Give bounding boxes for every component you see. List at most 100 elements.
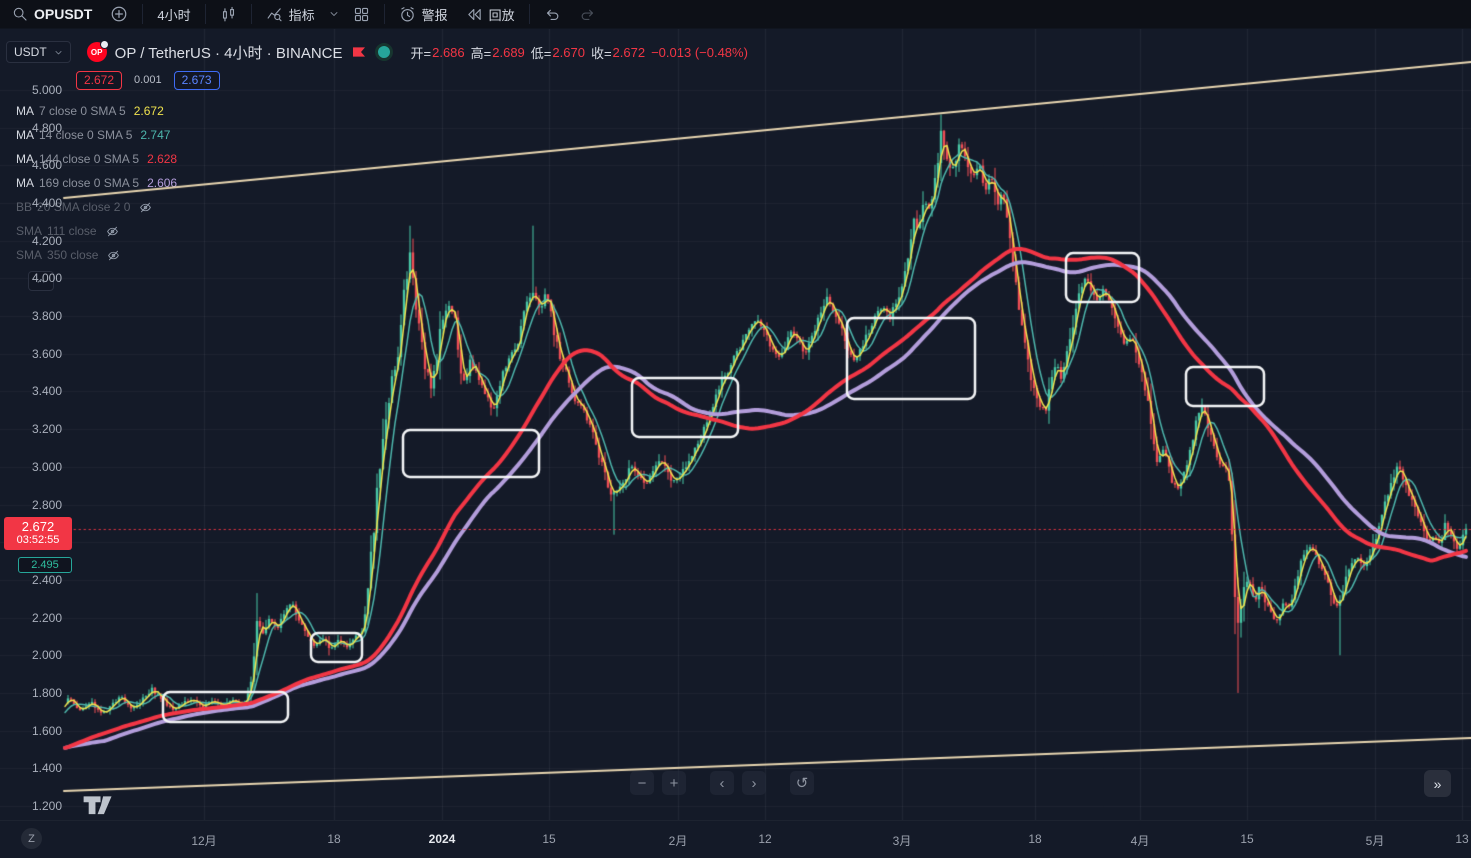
toolbar-divider bbox=[142, 4, 144, 24]
indicator-row-bb[interactable]: BB 20 SMA close 2 0 bbox=[16, 195, 748, 219]
toolbar-divider bbox=[528, 4, 530, 24]
zoom-in-button[interactable]: + bbox=[662, 771, 686, 795]
chart-pane[interactable]: USDT OP OP / TetherUS · 4小时 · BINANCE 开=… bbox=[0, 29, 1471, 820]
time-tick-label: 5月 bbox=[1365, 834, 1385, 848]
time-tick-label: 13 bbox=[1455, 832, 1469, 846]
symbol-search-label: OPUSDT bbox=[34, 6, 93, 22]
bid-ask-row: 2.672 0.001 2.673 bbox=[76, 70, 748, 90]
eye-hidden-icon[interactable] bbox=[106, 249, 121, 262]
undo-icon bbox=[546, 9, 558, 20]
grid-layout-icon bbox=[354, 7, 368, 21]
time-tick-label: 18 bbox=[327, 832, 341, 846]
indicator-row-ma169[interactable]: MA 169 close 0 SMA 5 2.606 bbox=[16, 176, 178, 190]
chevron-up-icon bbox=[37, 279, 45, 283]
high-label: 高= bbox=[470, 45, 492, 61]
indicator-row-ma144[interactable]: MA 144 close 0 SMA 5 2.628 bbox=[16, 152, 178, 166]
alarm-clock-icon bbox=[400, 6, 414, 21]
open-value: 2.686 bbox=[432, 44, 465, 60]
time-tick-label: 4月 bbox=[1130, 834, 1150, 848]
ma169-value: 2.606 bbox=[147, 176, 178, 190]
indicator-legend: MA 7 close 0 SMA 5 2.672 MA 14 close 0 S… bbox=[16, 99, 748, 291]
zoom-out-button[interactable]: − bbox=[630, 771, 654, 795]
chevron-down-icon bbox=[55, 50, 62, 54]
indicators-dropdown-button[interactable] bbox=[325, 2, 343, 27]
high-value: 2.689 bbox=[492, 44, 525, 60]
ohlc-readout: 开= 2.686 高= 2.689 低= 2.670 收= 2.672 −0.013 (… bbox=[411, 43, 748, 62]
eye-hidden-icon[interactable] bbox=[138, 201, 153, 214]
market-status-dot[interactable] bbox=[374, 43, 393, 61]
redo-icon bbox=[581, 9, 593, 20]
indicator-row-ma14[interactable]: MA 14 close 0 SMA 5 2.747 bbox=[16, 128, 171, 142]
plus-circle-icon bbox=[111, 6, 127, 22]
search-icon bbox=[13, 7, 27, 21]
current-price-label[interactable]: 2.672 03:52:55 bbox=[4, 517, 72, 550]
candlestick-icon bbox=[222, 6, 234, 21]
alert-price-label[interactable]: 2.495 bbox=[18, 557, 72, 573]
symbol-row: USDT OP OP / TetherUS · 4小时 · BINANCE 开=… bbox=[6, 40, 748, 63]
indicator-row-sma111[interactable]: SMA 111 close bbox=[16, 219, 748, 243]
bar-countdown: 03:52:55 bbox=[16, 534, 60, 546]
interval-label: 4小时 bbox=[157, 7, 191, 23]
time-tick-label: 12 bbox=[758, 832, 772, 846]
legend-collapse-button[interactable] bbox=[28, 271, 54, 291]
indicator-row-ma7[interactable]: MA 7 close 0 SMA 5 2.672 bbox=[16, 104, 164, 118]
time-tick-label: 15 bbox=[1240, 832, 1254, 846]
chart-legend: USDT OP OP / TetherUS · 4小时 · BINANCE 开=… bbox=[6, 40, 748, 291]
expand-panel-button[interactable]: » bbox=[1424, 770, 1451, 797]
ask-price-box[interactable]: 2.673 bbox=[173, 70, 220, 90]
tradingview-logo-icon bbox=[83, 796, 112, 815]
time-axis[interactable]: 12月 18 2024 15 2月 12 3月 18 4月 15 5月 13 Z bbox=[0, 820, 1471, 858]
time-tick-label: 2月 bbox=[668, 834, 688, 848]
time-tick-label: 2024 bbox=[428, 832, 456, 846]
replay-rewind-icon bbox=[467, 8, 481, 20]
reset-chart-button[interactable]: ↺ bbox=[790, 771, 814, 795]
quote-currency-label: USDT bbox=[14, 45, 47, 59]
time-tick-label: 15 bbox=[542, 832, 556, 846]
close-label: 收= bbox=[590, 45, 612, 61]
low-label: 低= bbox=[530, 45, 552, 61]
symbol-logo: OP bbox=[86, 40, 109, 62]
top-toolbar: OPUSDT 4小时 指标 bbox=[0, 0, 1471, 29]
alert-button[interactable]: 警报 bbox=[391, 2, 456, 27]
change-value: −0.013 (−0.48%) bbox=[651, 44, 748, 60]
quote-currency-selector[interactable]: USDT bbox=[6, 41, 71, 63]
ma144-value: 2.628 bbox=[147, 152, 178, 166]
spread-value: 0.001 bbox=[134, 74, 162, 86]
chart-type-button[interactable] bbox=[212, 2, 245, 27]
chart-nav-controls: − + ‹ › ↺ bbox=[630, 771, 814, 795]
alert-label: 警报 bbox=[421, 7, 448, 23]
close-value: 2.672 bbox=[612, 44, 646, 60]
toolbar-divider bbox=[250, 4, 252, 24]
toolbar-divider bbox=[383, 4, 385, 24]
symbol-search-button[interactable]: OPUSDT bbox=[4, 2, 100, 27]
indicator-row-sma350[interactable]: SMA 350 close bbox=[16, 243, 748, 267]
ma7-value: 2.672 bbox=[133, 104, 164, 118]
indicators-label: 指标 bbox=[288, 7, 315, 23]
eye-hidden-icon[interactable] bbox=[105, 225, 120, 238]
open-label: 开= bbox=[410, 45, 432, 61]
symbol-title[interactable]: OP / TetherUS · 4小时 · BINANCE bbox=[114, 44, 343, 62]
timezone-badge[interactable]: Z bbox=[21, 828, 42, 849]
time-tick-label: 12月 bbox=[191, 834, 217, 848]
compare-add-button[interactable] bbox=[102, 2, 136, 27]
redo-button[interactable] bbox=[571, 2, 604, 27]
low-value: 2.670 bbox=[552, 44, 585, 60]
flag-icon[interactable] bbox=[351, 45, 367, 59]
indicators-button[interactable]: 指标 bbox=[258, 2, 323, 27]
undo-button[interactable] bbox=[536, 2, 569, 27]
replay-button[interactable]: 回放 bbox=[458, 2, 523, 27]
indicators-icon bbox=[267, 7, 282, 21]
time-tick-label: 3月 bbox=[892, 834, 912, 848]
replay-label: 回放 bbox=[488, 7, 515, 23]
interval-button[interactable]: 4小时 bbox=[149, 2, 198, 27]
layout-grid-button[interactable] bbox=[345, 2, 378, 27]
chevron-down-icon bbox=[330, 12, 337, 16]
ma14-value: 2.747 bbox=[140, 128, 171, 142]
toolbar-divider bbox=[204, 4, 206, 24]
bid-price-box[interactable]: 2.672 bbox=[76, 70, 123, 90]
tradingview-logo[interactable] bbox=[83, 793, 113, 820]
scroll-right-button[interactable]: › bbox=[742, 771, 766, 795]
scroll-left-button[interactable]: ‹ bbox=[710, 771, 734, 795]
current-price-value: 2.672 bbox=[21, 519, 55, 534]
